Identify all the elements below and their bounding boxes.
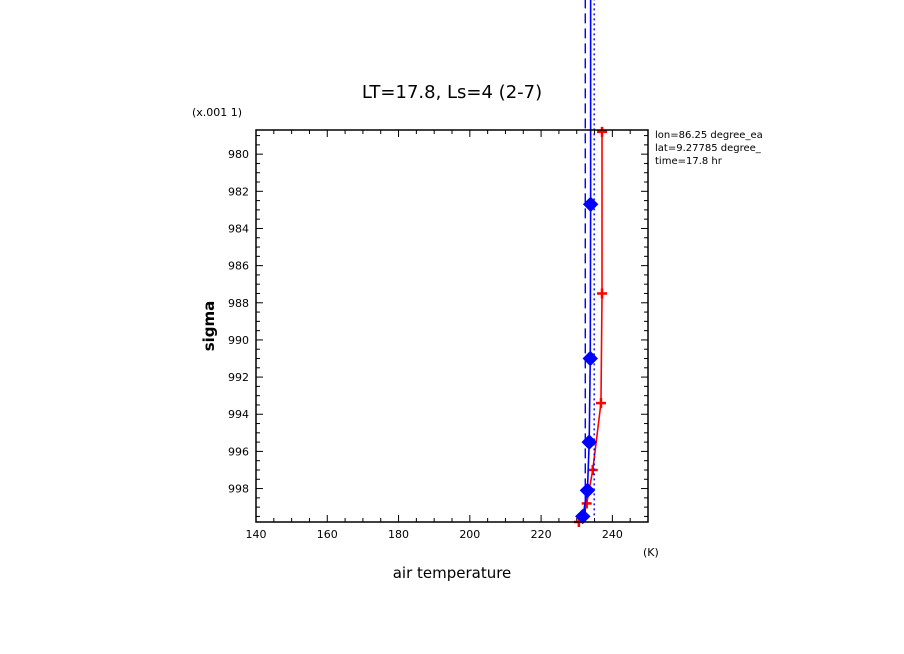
y-unit-label: (x.001 1): [192, 106, 242, 119]
data-point-plus: [581, 498, 592, 509]
y-tick-label: 994: [228, 408, 249, 421]
y-tick-label: 992: [228, 371, 249, 384]
x-axis-label: air temperature: [393, 564, 512, 582]
data-point-plus: [597, 288, 608, 299]
annotation-lon: lon=86.25 degree_ea: [655, 130, 763, 141]
y-tick-label: 984: [228, 222, 249, 235]
series-layer: [573, 0, 608, 527]
y-tick-label: 982: [228, 185, 249, 198]
x-tick-label: 140: [246, 528, 267, 541]
data-point-plus: [595, 398, 606, 409]
x-tick-label: 240: [602, 528, 623, 541]
y-tick-label: 990: [228, 334, 249, 347]
y-axis-label: sigma: [200, 301, 218, 352]
annotation-lat: lat=9.27785 degree_: [655, 143, 762, 154]
y-tick-label: 996: [228, 445, 249, 458]
y-tick-label: 998: [228, 483, 249, 496]
data-point-diamond: [575, 508, 591, 525]
plot-frame: [255, 129, 649, 523]
y-tick-label: 988: [228, 297, 249, 310]
y-tick-label: 980: [228, 148, 249, 161]
x-tick-label: 160: [317, 528, 338, 541]
data-point-diamond: [579, 482, 596, 499]
data-point-plus: [587, 464, 598, 475]
tick-layer: 140 160 180 200 220 240 980 982 984 986 988 990 992 9…: [228, 130, 649, 541]
y-tick-label: 986: [228, 260, 249, 273]
x-tick-label: 180: [388, 528, 409, 541]
x-tick-label: 200: [459, 528, 480, 541]
data-point-diamond: [581, 434, 597, 450]
chart-title: LT=17.8, Ls=4 (2-7): [362, 82, 542, 103]
x-tick-label: 220: [531, 528, 552, 541]
data-point-plus: [597, 126, 608, 137]
x-unit-label: (K): [643, 546, 659, 559]
annotation-time: time=17.8 hr: [655, 156, 723, 167]
